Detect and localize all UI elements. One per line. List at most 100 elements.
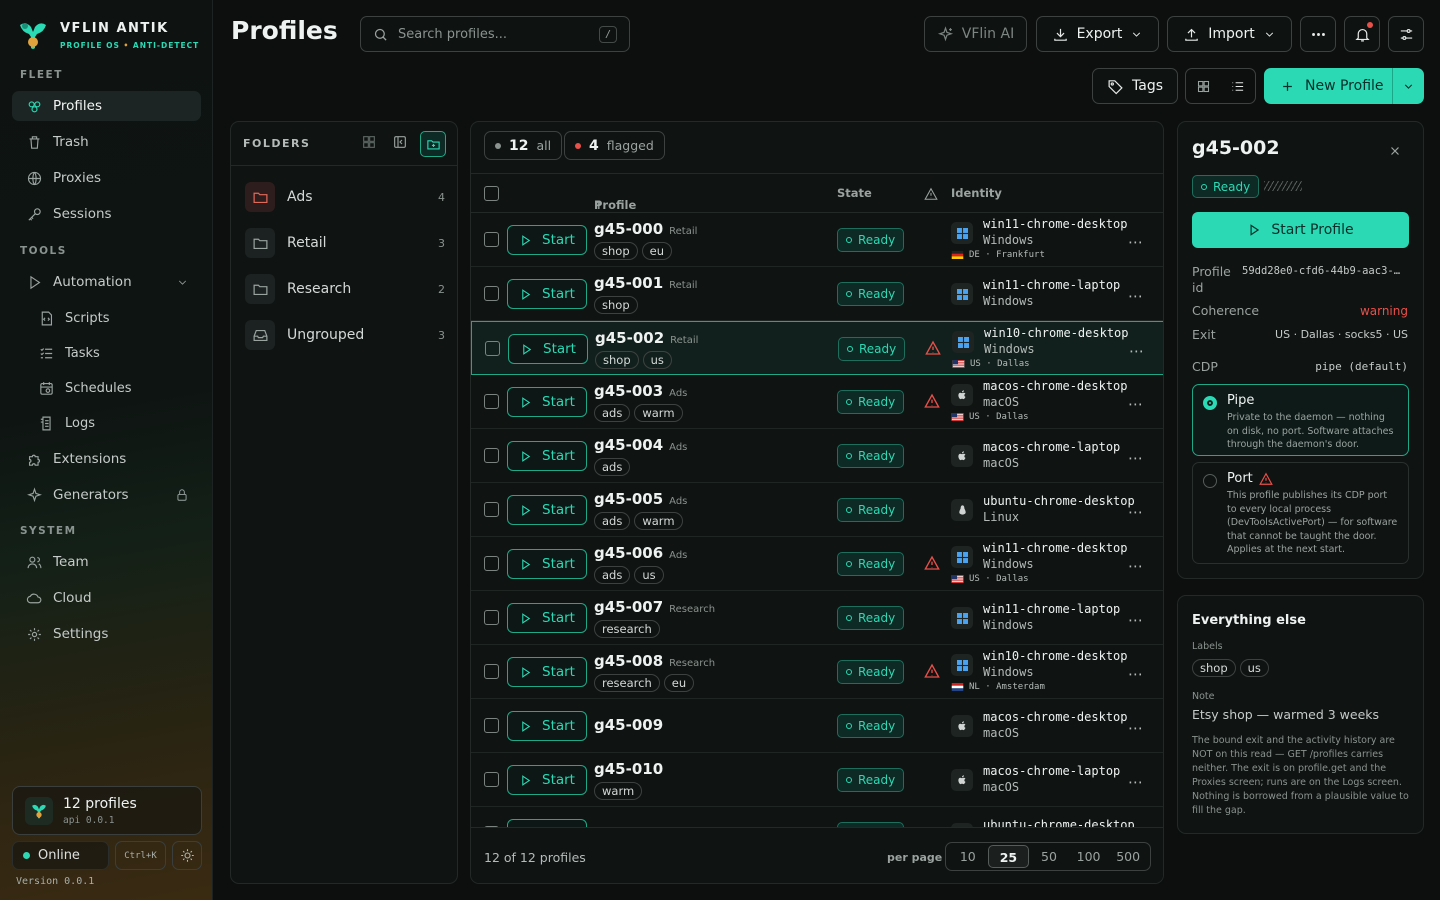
nav-sessions[interactable]: Sessions (12, 199, 201, 229)
tag[interactable]: ads (594, 404, 631, 422)
more-button[interactable] (1300, 16, 1336, 52)
brand[interactable]: VFLIN ANTIK PROFILE OS • ANTI-DETECT (16, 18, 199, 52)
row-checkbox[interactable] (484, 772, 499, 787)
label-tag[interactable]: us (1239, 659, 1269, 677)
tag[interactable]: ads (594, 566, 631, 584)
table-row[interactable]: Start g45-002 Retail shop us Ready win10-chrom… (471, 321, 1163, 375)
add-folder-button[interactable] (420, 131, 446, 157)
start-profile-button[interactable]: Start Profile (1192, 212, 1409, 248)
per-page-option[interactable]: 50 (1041, 849, 1057, 864)
nav-schedules[interactable]: Schedules (12, 373, 201, 403)
nav-logs[interactable]: Logs (12, 408, 201, 438)
nav-scripts[interactable]: Scripts (12, 303, 201, 333)
table-row[interactable]: Start g45-001 Retail shop Ready win11-chrome-… (471, 267, 1163, 321)
nav-automation[interactable]: Automation (12, 267, 201, 297)
list-view-button[interactable] (1221, 69, 1256, 103)
per-page-option[interactable]: 10 (959, 849, 976, 864)
row-checkbox[interactable] (484, 394, 499, 409)
nav-tasks[interactable]: Tasks (12, 338, 201, 368)
table-row[interactable]: Start g45-004 Ads ads Ready macos-chrome-lapt… (471, 429, 1163, 483)
tag[interactable]: us (642, 351, 672, 369)
row-checkbox[interactable] (484, 718, 499, 733)
command-shortcut[interactable]: Ctrl+K (115, 841, 166, 870)
nav-team[interactable]: Team (12, 547, 201, 577)
start-button[interactable]: Start (507, 549, 587, 579)
start-button[interactable]: Start (507, 765, 587, 795)
tag[interactable]: research (594, 620, 660, 638)
nav-cloud[interactable]: Cloud (12, 583, 201, 613)
tag[interactable]: ads (594, 512, 631, 530)
filters-button[interactable] (1388, 16, 1424, 52)
table-row[interactable]: Start g45-003 Ads ads warm Ready macos-chrome-… (471, 375, 1163, 429)
more-icon[interactable]: ⋯ (1128, 665, 1144, 683)
row-checkbox[interactable] (484, 286, 499, 301)
nav-trash[interactable]: Trash (12, 127, 201, 157)
table-row[interactable]: Start g45-006 Ads ads us Ready win11-chrome-de… (471, 537, 1163, 591)
tags-button[interactable]: Tags (1092, 68, 1178, 104)
filter-flagged[interactable]: 4 flagged (564, 131, 665, 160)
row-checkbox[interactable] (484, 448, 499, 463)
start-button[interactable]: Start (507, 657, 587, 687)
new-profile-dropdown[interactable] (1392, 68, 1424, 104)
new-profile-button[interactable]: New Profile (1264, 68, 1424, 104)
folder-item[interactable]: Ungrouped 3 (245, 318, 445, 352)
tag[interactable]: shop (595, 351, 639, 369)
tag[interactable]: us (634, 566, 664, 584)
start-button[interactable]: Start (507, 225, 587, 255)
new-profile-main[interactable]: New Profile (1264, 68, 1392, 104)
start-button[interactable]: Start (507, 603, 587, 633)
cdp-option-port[interactable]: Port This profile publishes its CDP port… (1192, 462, 1409, 564)
start-button[interactable]: Start (507, 441, 587, 471)
per-page-option[interactable]: 25 (987, 845, 1030, 868)
cdp-option-pipe[interactable]: Pipe Private to the daemon — nothing on … (1192, 384, 1409, 456)
tag[interactable]: ads (594, 458, 631, 476)
per-page-option[interactable]: 500 (1116, 849, 1141, 864)
row-checkbox[interactable] (485, 341, 500, 356)
close-icon[interactable] (1388, 144, 1402, 158)
start-button[interactable]: Start (507, 711, 587, 741)
import-button[interactable]: Import (1167, 16, 1292, 52)
collapse-panel-icon[interactable] (392, 134, 408, 150)
more-icon[interactable]: ⋯ (1128, 503, 1144, 521)
row-checkbox[interactable] (484, 610, 499, 625)
export-button[interactable]: Export (1036, 16, 1159, 52)
more-icon[interactable]: ⋯ (1128, 233, 1144, 251)
start-button[interactable]: Start (507, 495, 587, 525)
nav-generators[interactable]: Generators (12, 480, 201, 510)
tag[interactable]: warm (594, 782, 643, 800)
more-icon[interactable]: ⋯ (1129, 342, 1145, 360)
folder-item[interactable]: Ads 4 (245, 180, 445, 214)
table-row[interactable]: Start g45-010 warm Ready macos-chrome-laptop… (471, 753, 1163, 807)
tag[interactable]: warm (634, 404, 683, 422)
radio-unselected[interactable] (1203, 474, 1217, 488)
nav-profiles[interactable]: Profiles (12, 91, 201, 121)
per-page-option[interactable]: 100 (1076, 849, 1101, 864)
nav-extensions[interactable]: Extensions (12, 444, 201, 474)
row-checkbox[interactable] (484, 502, 499, 517)
column-identity[interactable]: Identity (951, 186, 1002, 200)
ai-button[interactable]: VFlin AI (924, 16, 1027, 52)
notifications-button[interactable] (1344, 16, 1380, 52)
table-row[interactable]: Start g45-007 Research research Ready win11-c… (471, 591, 1163, 645)
table-row[interactable]: Start g45-000 Retail shop eu Ready win11-chrom… (471, 213, 1163, 267)
theme-toggle[interactable] (172, 841, 202, 870)
table-row[interactable]: Start g45-008 Research research eu Ready win10… (471, 645, 1163, 699)
chevron-down-icon[interactable] (176, 276, 189, 289)
row-checkbox[interactable] (484, 664, 499, 679)
row-checkbox[interactable] (484, 556, 499, 571)
table-row[interactable]: Start g45-009 Ready macos-chrome-desktop mac… (471, 699, 1163, 753)
more-icon[interactable]: ⋯ (1128, 773, 1144, 791)
nav-settings[interactable]: Settings (12, 619, 201, 649)
start-button[interactable]: Start (507, 387, 587, 417)
more-icon[interactable]: ⋯ (1128, 557, 1144, 575)
tag[interactable]: eu (641, 242, 672, 260)
table-row[interactable]: Start g45-005 Ads ads warm Ready ubuntu-chrome… (471, 483, 1163, 537)
filter-all[interactable]: 12 all (484, 131, 563, 160)
profile-count-card[interactable]: 12 profiles api 0.0.1 (12, 786, 202, 835)
tag[interactable]: shop (594, 242, 638, 260)
more-icon[interactable]: ⋯ (1128, 719, 1144, 737)
nav-proxies[interactable]: Proxies (12, 163, 201, 193)
search-input[interactable]: Search profiles... / (360, 16, 630, 52)
start-button[interactable]: Start (508, 334, 588, 364)
select-all-checkbox[interactable] (484, 186, 499, 201)
